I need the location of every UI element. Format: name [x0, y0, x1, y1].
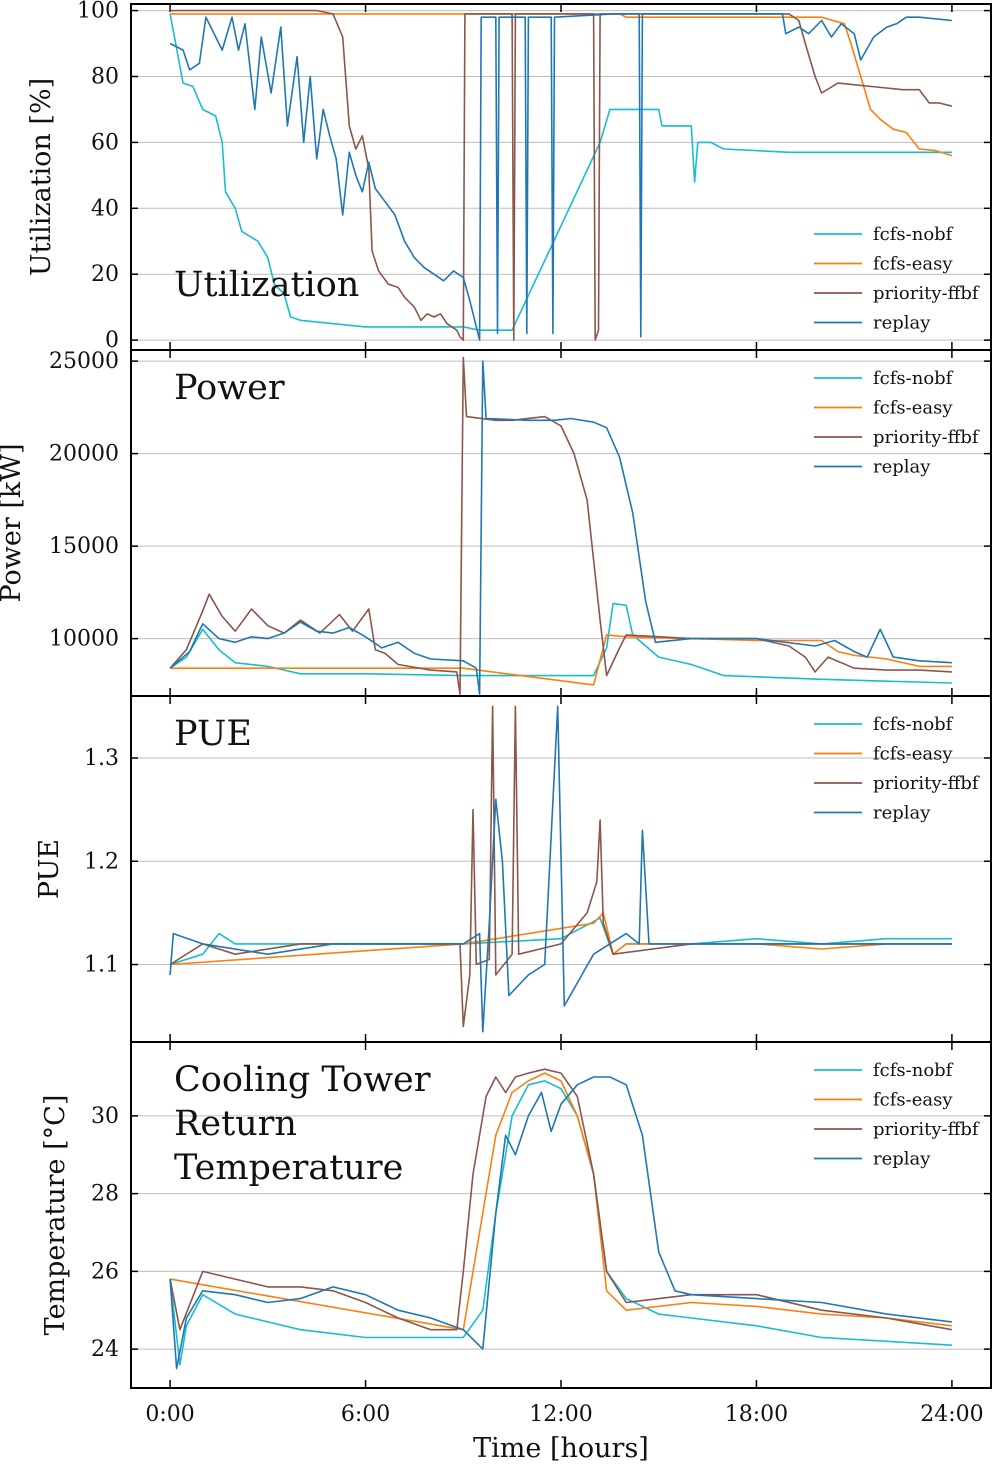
utilization-panel-title: Utilization — [174, 265, 359, 305]
cooling-tower-return-temperature-y-tick-label: 26 — [91, 1259, 119, 1284]
panel-cooling-tower-return-temperature: 24 26 28 30 Temperature [°C] Cooling TowerRet… — [40, 1041, 992, 1389]
power-y-tick-label: 15000 — [49, 534, 119, 559]
utilization-y-tick-label: 100 — [77, 0, 119, 24]
cooling-tower-return-temperature-line-fcfs-easy — [169, 1072, 952, 1331]
power-panel-title: Power — [174, 368, 285, 408]
pue-y-tick-label: 1.3 — [84, 746, 119, 771]
utilization-line-replay — [169, 13, 952, 341]
utilization-legend-label-fcfs-easy: fcfs-easy — [873, 254, 953, 275]
cooling-tower-return-temperature-line-priority-ffbf — [169, 1068, 953, 1331]
pue-legend-label-fcfs-easy: fcfs-easy — [873, 744, 953, 765]
power-y-tick-label: 20000 — [49, 442, 119, 467]
utilization-y-tick-label: 80 — [91, 64, 119, 89]
pue-y-tick-label: 1.2 — [84, 849, 119, 874]
panel-power: 10000 15000 20000 25000 Power [kW] Power fcfs-… — [0, 349, 992, 697]
power-y-axis-title: Power [kW] — [0, 443, 27, 602]
panel-pue: 1.1 1.2 1.3 PUE PUE fcfs-nobf fcfs-easy priorit… — [34, 695, 992, 1043]
cooling-tower-return-temperature-legend-label-priority-ffbf: priority-ffbf — [873, 1119, 980, 1140]
pue-series-group — [169, 705, 952, 1033]
cooling-tower-return-temperature-y-tick-label: 30 — [91, 1104, 119, 1129]
power-legend-label-priority-ffbf: priority-ffbf — [873, 427, 980, 448]
power-line-priority-ffbf — [169, 356, 952, 695]
x-axis-title: Time [hours] — [473, 1433, 649, 1464]
cooling-tower-return-temperature-y-tick-label: 24 — [91, 1337, 119, 1362]
utilization-legend-label-priority-ffbf: priority-ffbf — [873, 283, 980, 304]
cooling-tower-return-temperature-line-replay — [169, 1076, 952, 1370]
cooling-tower-return-temperature-panel-title: Temperature — [174, 1148, 403, 1188]
utilization-y-axis-title: Utilization [%] — [26, 78, 57, 276]
utilization-legend-label-fcfs-nobf: fcfs-nobf — [873, 224, 954, 245]
pue-line-fcfs-easy — [170, 912, 952, 966]
cooling-tower-return-temperature-line-fcfs-nobf — [169, 1080, 952, 1366]
utilization-line-fcfs-nobf — [169, 13, 952, 331]
cooling-tower-return-temperature-panel-title: Return — [174, 1104, 297, 1144]
pue-line-fcfs-nobf — [169, 917, 952, 966]
power-legend-label-fcfs-easy: fcfs-easy — [873, 398, 953, 419]
utilization-y-tick-label: 60 — [91, 130, 119, 155]
power-line-fcfs-nobf — [169, 602, 952, 684]
x-tick-label: 6:00 — [341, 1402, 390, 1427]
cooling-tower-return-temperature-plot-frame — [130, 1041, 992, 1389]
utilization-y-tick-label: 20 — [91, 262, 119, 287]
power-legend-label-replay: replay — [873, 457, 931, 478]
cooling-tower-return-temperature-y-axis-title: Temperature [°C] — [40, 1095, 71, 1336]
x-tick-label: 0:00 — [145, 1402, 194, 1427]
utilization-legend-label-replay: replay — [873, 313, 931, 334]
panel-utilization: 0 20 40 60 80 100 Utilization [%] Utilization fc… — [26, 0, 992, 353]
utilization-y-tick-label: 0 — [105, 328, 119, 353]
utilization-line-priority-ffbf — [170, 9, 953, 341]
pue-legend-label-replay: replay — [873, 803, 931, 824]
cooling-tower-return-temperature-panel-title: Cooling Tower — [174, 1060, 431, 1100]
cooling-tower-return-temperature-y-tick-label: 28 — [91, 1182, 119, 1207]
pue-legend-label-fcfs-nobf: fcfs-nobf — [873, 714, 954, 735]
utilization-y-tick-label: 40 — [91, 196, 119, 221]
power-y-tick-label: 10000 — [49, 627, 119, 652]
power-y-tick-label: 25000 — [49, 349, 119, 374]
cooling-tower-return-temperature-legend-label-replay: replay — [873, 1149, 931, 1170]
pue-y-axis-title: PUE — [34, 839, 65, 899]
x-tick-label: 12:00 — [529, 1402, 592, 1427]
power-line-replay — [169, 360, 952, 695]
pue-panel-title: PUE — [174, 714, 252, 754]
utilization-series-group — [169, 9, 953, 341]
pue-y-tick-label: 1.1 — [84, 953, 119, 978]
power-line-fcfs-easy — [170, 634, 952, 686]
x-tick-label: 18:00 — [725, 1402, 788, 1427]
cooling-tower-return-temperature-legend-label-fcfs-nobf: fcfs-nobf — [873, 1060, 954, 1081]
x-tick-label: 24:00 — [920, 1402, 983, 1427]
cooling-tower-return-temperature-series-group — [169, 1068, 953, 1370]
panels: 0 20 40 60 80 100 Utilization [%] Utilization fc… — [0, 0, 992, 1427]
power-series-group — [169, 356, 952, 695]
power-legend-label-fcfs-nobf: fcfs-nobf — [873, 368, 954, 389]
pue-legend-label-priority-ffbf: priority-ffbf — [873, 773, 980, 794]
cooling-tower-return-temperature-legend-label-fcfs-easy: fcfs-easy — [873, 1090, 953, 1111]
pue-line-replay — [169, 705, 952, 1033]
